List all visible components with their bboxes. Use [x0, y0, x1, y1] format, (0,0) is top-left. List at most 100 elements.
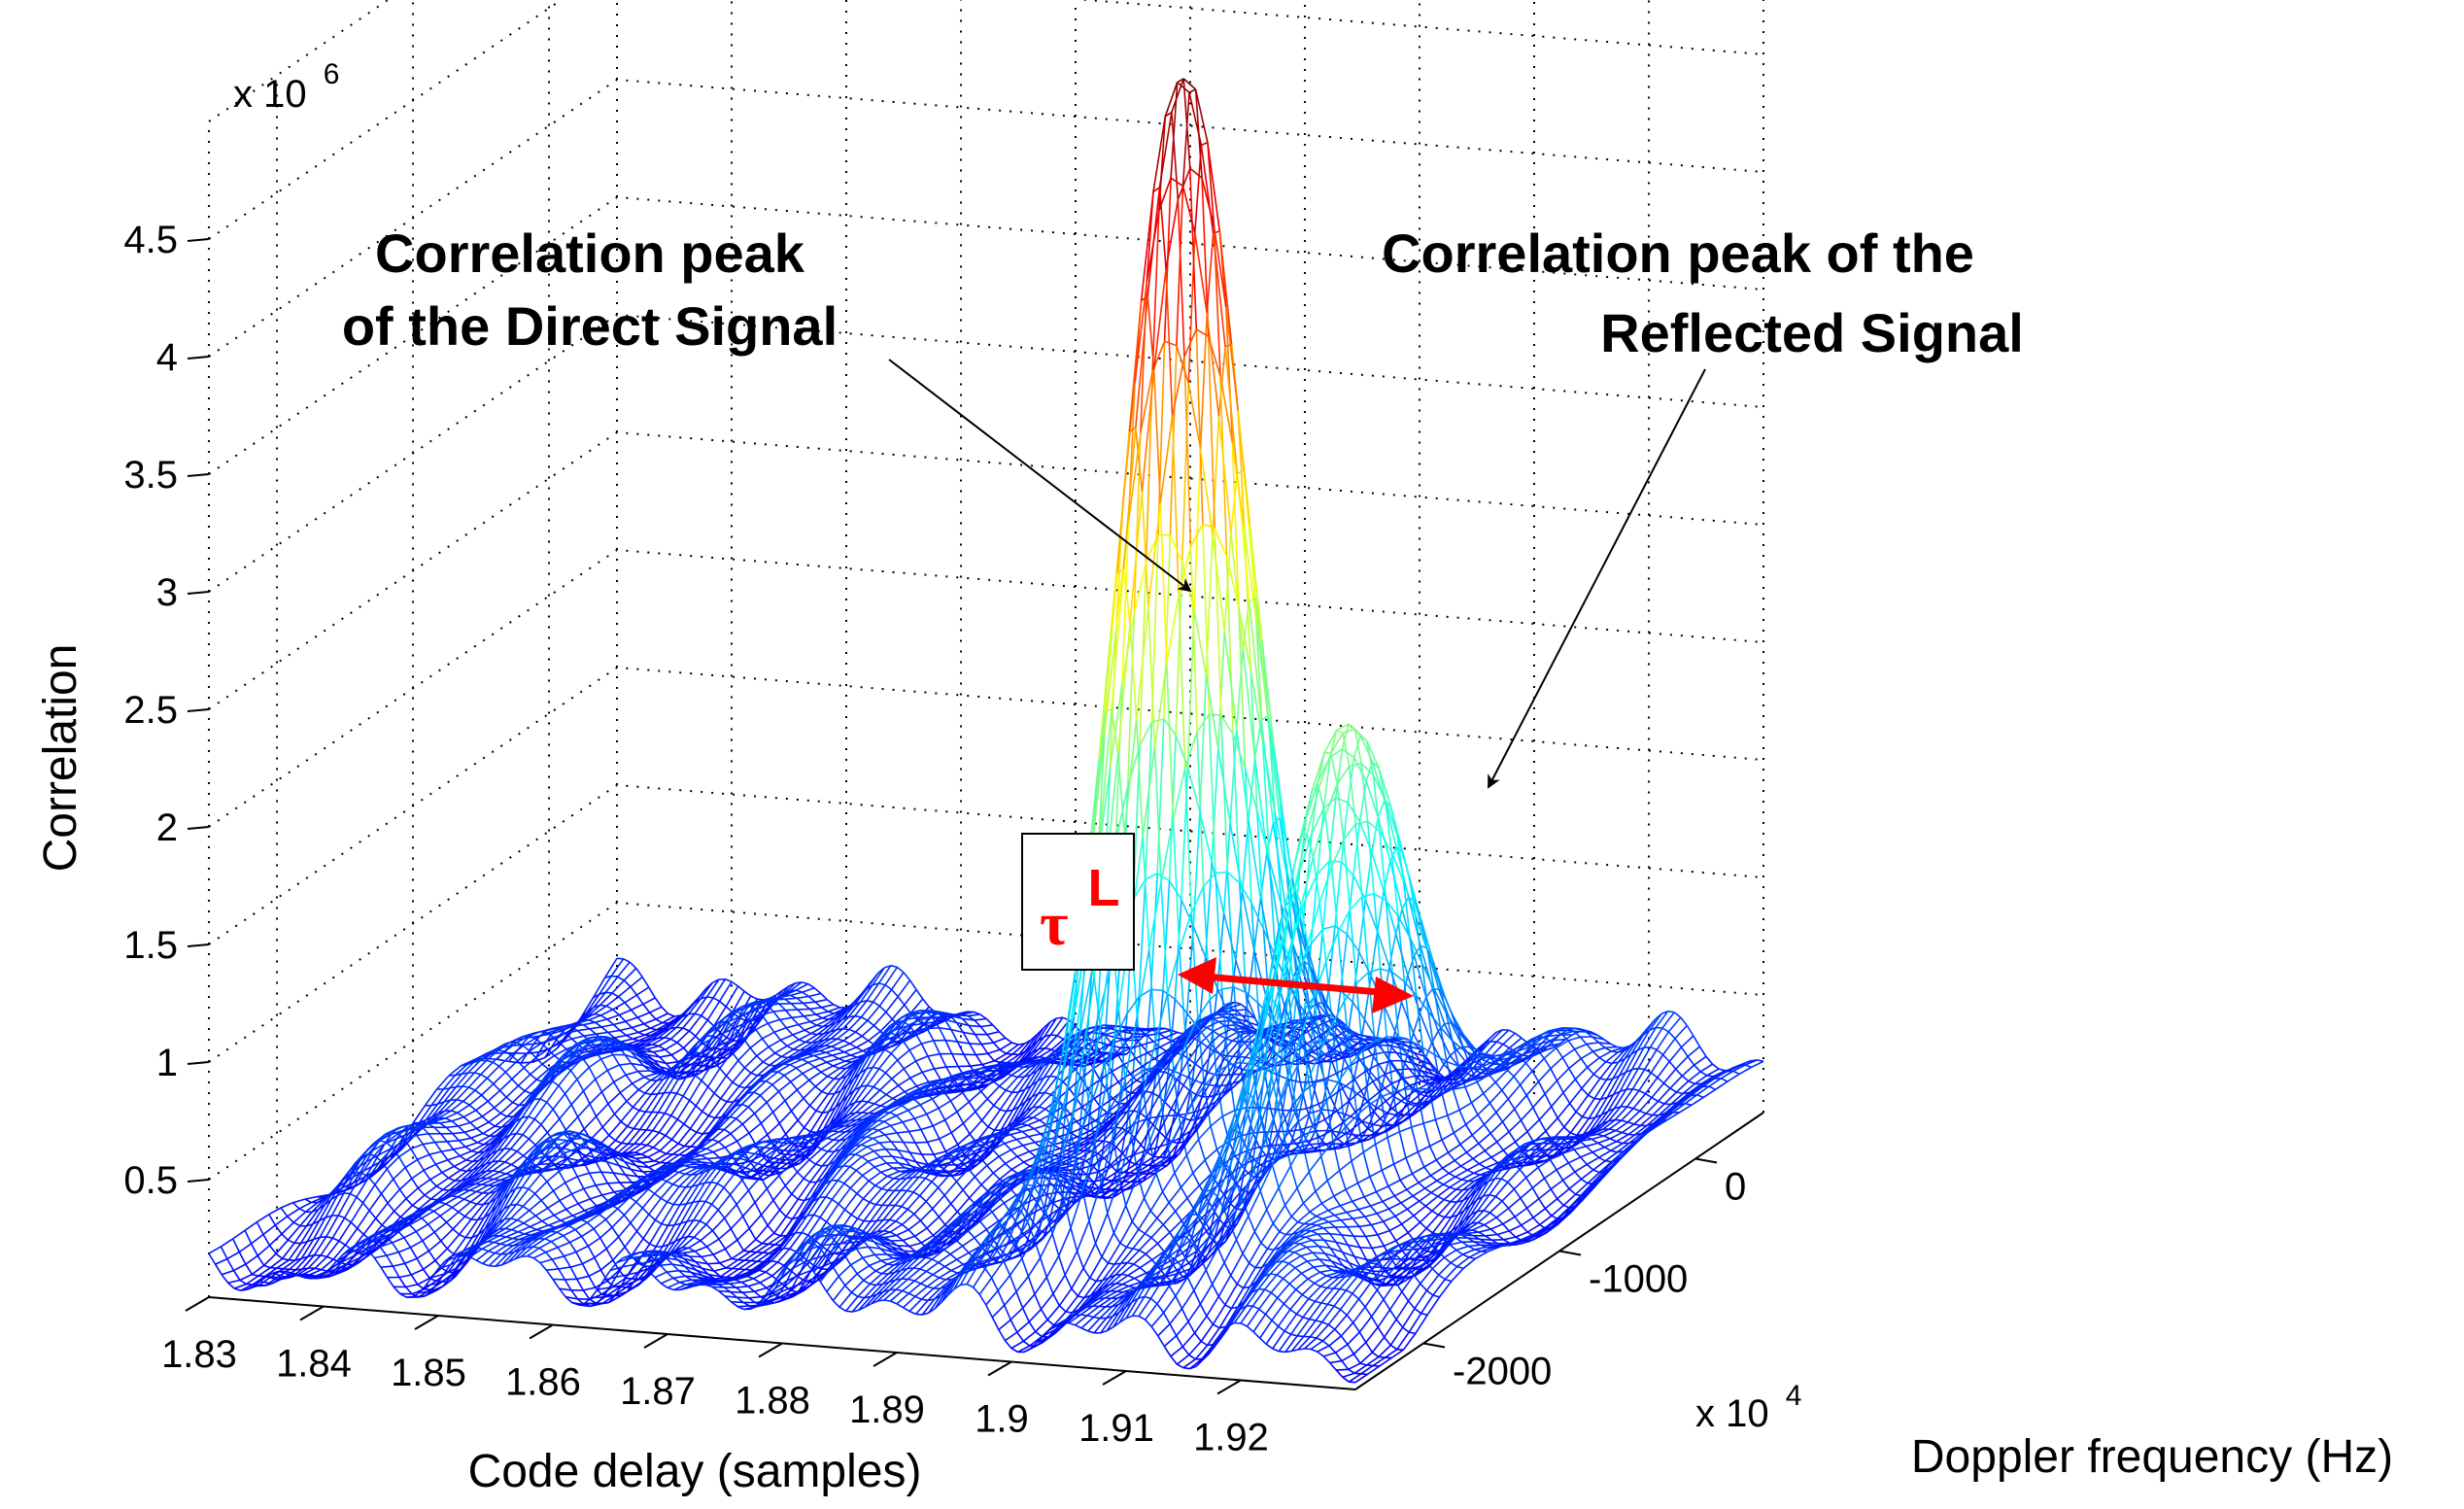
mesh-col-line — [717, 1005, 743, 1024]
mesh-col-line — [739, 1157, 753, 1163]
mesh-col-line — [700, 981, 713, 1000]
mesh-row-line — [504, 1161, 1512, 1247]
mesh-col-line — [737, 1027, 787, 1061]
mesh-row-line — [1135, 428, 1144, 493]
mesh-col-line — [482, 1004, 772, 1206]
mesh-col-line — [451, 1188, 464, 1197]
mesh-col-line — [641, 1257, 655, 1265]
mesh-row-line — [593, 1004, 1417, 1077]
mesh-row-line — [1352, 735, 1362, 758]
mesh-row-line — [1488, 1074, 1496, 1083]
mesh-col-line — [889, 1213, 915, 1233]
mesh-col-line — [677, 1259, 691, 1265]
mesh-col-line — [745, 1258, 770, 1278]
mesh-col-line — [675, 1050, 845, 1164]
mesh-col-line — [861, 1085, 874, 1102]
mesh-col-line — [971, 1085, 984, 1091]
mesh-col-line — [927, 1138, 941, 1144]
mesh-col-line — [706, 1086, 947, 1248]
mesh-col-line — [565, 1230, 638, 1281]
mesh-col-line — [892, 1090, 906, 1100]
mesh-col-line — [498, 1032, 548, 1067]
mesh-col-line — [450, 1257, 463, 1266]
mesh-col-line — [485, 1149, 499, 1165]
mesh-col-line — [527, 1151, 541, 1170]
mesh-col-line — [528, 1030, 541, 1038]
mesh-col-line — [748, 1295, 762, 1299]
mesh-col-line — [416, 1240, 442, 1259]
mesh-row-line — [576, 1278, 584, 1291]
mesh-col-line — [445, 1103, 591, 1205]
mesh-col-line — [725, 1243, 763, 1269]
mesh-col-line — [379, 1242, 393, 1248]
mesh-col-line — [476, 1047, 622, 1144]
mesh-row-line — [556, 1231, 813, 1262]
mesh-col-line — [836, 1153, 850, 1169]
mesh-col-line — [617, 1222, 632, 1238]
mesh-row-line — [1270, 1273, 1278, 1276]
mesh-col-line — [859, 1083, 933, 1136]
mesh-row-line — [314, 1254, 1391, 1346]
mesh-col-line — [361, 1154, 375, 1174]
mesh-row-line — [298, 1208, 797, 1252]
mesh-col-line — [594, 1141, 607, 1149]
mesh-col-line — [729, 1105, 995, 1285]
mesh-col-line — [968, 1143, 1006, 1170]
mesh-col-line — [821, 1004, 835, 1009]
mesh-col-line — [275, 1239, 290, 1254]
mesh-col-line — [748, 1214, 763, 1229]
mesh-col-line — [580, 1039, 594, 1045]
mesh-col-line — [732, 990, 745, 1013]
mesh-col-line — [348, 1241, 362, 1251]
mesh-col-line — [455, 1178, 468, 1189]
mesh-col-line — [436, 1087, 451, 1105]
mesh-col-line — [533, 1101, 548, 1120]
mesh-col-line — [809, 1276, 823, 1286]
mesh-col-line — [524, 1228, 537, 1235]
mesh-row-line — [746, 1011, 1697, 1095]
mesh-col-line — [527, 1240, 552, 1257]
mesh-col-line — [955, 1013, 969, 1017]
mesh-row-line — [499, 1113, 603, 1128]
mesh-col-line — [479, 1152, 493, 1168]
mesh-col-line — [609, 1237, 683, 1288]
mesh-col-line — [887, 1077, 1045, 1191]
mesh-col-line — [456, 1086, 470, 1101]
mesh-col-line — [855, 1160, 869, 1172]
mesh-col-line — [398, 1148, 412, 1158]
mesh-col-line — [963, 1031, 975, 1036]
mesh-col-line — [670, 1095, 684, 1116]
mesh-col-line — [947, 1090, 960, 1094]
mesh-col-line — [723, 1117, 737, 1130]
mesh-col-line — [252, 1259, 290, 1286]
mesh-col-line — [829, 1251, 842, 1256]
mesh-col-line — [901, 1098, 914, 1107]
mesh-row-line — [429, 1179, 1221, 1253]
mesh-row-line — [1452, 1088, 1460, 1111]
mesh-col-line — [523, 1215, 536, 1224]
mesh-col-line — [399, 1026, 677, 1218]
mesh-col-line — [435, 1159, 449, 1166]
mesh-col-line — [707, 1262, 720, 1265]
mesh-col-line — [942, 1135, 993, 1170]
mesh-col-line — [588, 1014, 601, 1021]
mesh-col-line — [916, 1080, 929, 1087]
mesh-col-line — [731, 1038, 745, 1053]
mesh-col-line — [448, 1180, 462, 1191]
mesh-row-line — [1349, 909, 1357, 984]
mesh-row-line — [484, 1221, 1167, 1285]
mesh-col-line — [545, 1138, 571, 1156]
mesh-col-line — [843, 1169, 857, 1184]
mesh-col-line — [776, 1149, 789, 1152]
mesh-row-line — [932, 1208, 940, 1217]
mesh-col-line — [622, 1252, 635, 1259]
mesh-col-line — [959, 1161, 973, 1166]
mesh-col-line — [492, 1050, 506, 1063]
mesh-col-line — [462, 1072, 475, 1087]
mesh-row-line — [1215, 873, 1223, 990]
mesh-row-line — [1140, 281, 1148, 434]
mesh-row-line — [299, 1224, 785, 1267]
mesh-col-line — [470, 1105, 520, 1140]
mesh-col-line — [880, 1171, 907, 1190]
mesh-row-line — [1235, 649, 1244, 730]
